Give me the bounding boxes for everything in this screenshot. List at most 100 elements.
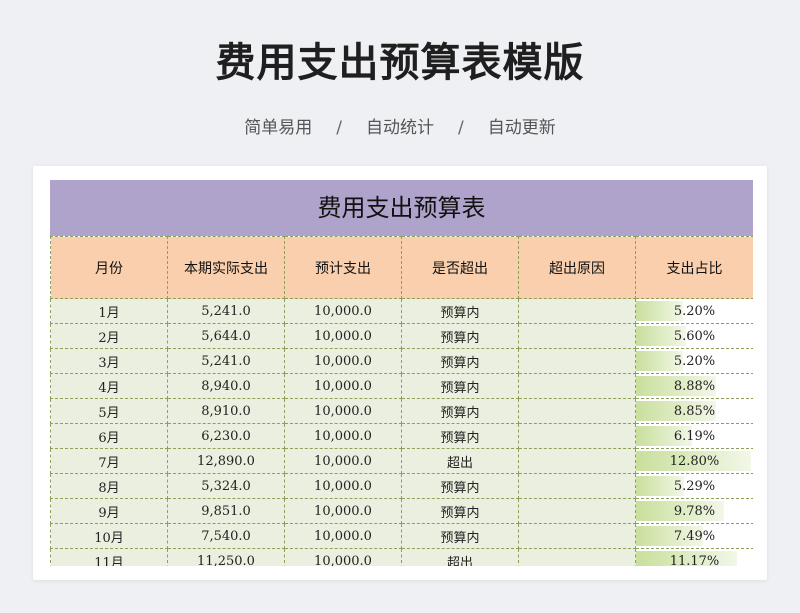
subtitle-item: 简单易用 xyxy=(244,118,313,138)
cell-budget[interactable]: 10,000.0 xyxy=(284,398,402,424)
cell-ratio[interactable]: 5.60% xyxy=(635,323,753,349)
data-bar xyxy=(636,401,716,421)
cell-reason[interactable] xyxy=(518,548,636,566)
cell-budget[interactable]: 10,000.0 xyxy=(284,473,402,499)
cell-actual[interactable]: 6,230.0 xyxy=(167,423,285,449)
data-bar xyxy=(636,301,683,321)
data-bar xyxy=(636,551,737,566)
header-reason[interactable]: 超出原因 xyxy=(518,236,636,299)
cell-budget[interactable]: 10,000.0 xyxy=(284,498,402,524)
cell-actual[interactable]: 11,250.0 xyxy=(167,548,285,566)
cell-reason[interactable] xyxy=(518,348,636,374)
cell-reason[interactable] xyxy=(518,323,636,349)
cell-status[interactable]: 预算内 xyxy=(401,473,519,499)
cell-ratio[interactable]: 7.49% xyxy=(635,523,753,549)
cell-reason[interactable] xyxy=(518,423,636,449)
ratio-label: 6.19% xyxy=(673,428,716,444)
cell-ratio[interactable]: 5.29% xyxy=(635,473,753,499)
table-row: 6月 6,230.0 10,000.0 预算内 6.19% xyxy=(50,423,753,449)
cell-actual[interactable]: 12,890.0 xyxy=(167,448,285,474)
cell-reason[interactable] xyxy=(518,298,636,324)
ratio-label: 7.49% xyxy=(673,528,716,544)
cell-actual[interactable]: 5,324.0 xyxy=(167,473,285,499)
header-row: 月份 本期实际支出 预计支出 是否超出 超出原因 支出占比 xyxy=(50,236,753,299)
cell-status[interactable]: 预算内 xyxy=(401,323,519,349)
table-row: 3月 5,241.0 10,000.0 预算内 5.20% xyxy=(50,348,753,374)
cell-reason[interactable] xyxy=(518,448,636,474)
cell-ratio[interactable]: 8.85% xyxy=(635,398,753,424)
table-row: 5月 8,910.0 10,000.0 预算内 8.85% xyxy=(50,398,753,424)
table-row: 1月 5,241.0 10,000.0 预算内 5.20% xyxy=(50,298,753,324)
cell-budget[interactable]: 10,000.0 xyxy=(284,373,402,399)
data-bar xyxy=(636,476,684,496)
cell-ratio[interactable]: 11.17% xyxy=(635,548,753,567)
cell-budget[interactable]: 10,000.0 xyxy=(284,448,402,474)
cell-ratio[interactable]: 9.78% xyxy=(635,498,753,524)
subtitle-separator: / xyxy=(458,118,464,138)
cell-reason[interactable] xyxy=(518,373,636,399)
ratio-label: 5.60% xyxy=(673,328,716,344)
cell-budget[interactable]: 10,000.0 xyxy=(284,348,402,374)
header-ratio[interactable]: 支出占比 xyxy=(635,236,753,299)
table-row: 2月 5,644.0 10,000.0 预算内 5.60% xyxy=(50,323,753,349)
cell-month[interactable]: 10月 xyxy=(50,523,168,549)
cell-month[interactable]: 3月 xyxy=(50,348,168,374)
cell-budget[interactable]: 10,000.0 xyxy=(284,298,402,324)
cell-ratio[interactable]: 8.88% xyxy=(635,373,753,399)
cell-ratio[interactable]: 12.80% xyxy=(635,448,753,474)
cell-ratio[interactable]: 5.20% xyxy=(635,348,753,374)
table-row: 8月 5,324.0 10,000.0 预算内 5.29% xyxy=(50,473,753,499)
cell-actual[interactable]: 8,940.0 xyxy=(167,373,285,399)
header-month[interactable]: 月份 xyxy=(50,236,168,299)
cell-budget[interactable]: 10,000.0 xyxy=(284,423,402,449)
cell-month[interactable]: 2月 xyxy=(50,323,168,349)
cell-status[interactable]: 超出 xyxy=(401,548,519,566)
ratio-label: 11.17% xyxy=(669,553,720,567)
cell-reason[interactable] xyxy=(518,473,636,499)
cell-month[interactable]: 6月 xyxy=(50,423,168,449)
cell-budget[interactable]: 10,000.0 xyxy=(284,323,402,349)
data-bar xyxy=(636,451,752,471)
subtitle: 简单易用 / 自动统计 / 自动更新 xyxy=(0,113,800,138)
cell-actual[interactable]: 5,241.0 xyxy=(167,348,285,374)
cell-status[interactable]: 预算内 xyxy=(401,298,519,324)
table-row: 11月 11,250.0 10,000.0 超出 11.17% xyxy=(50,548,753,567)
cell-month[interactable]: 9月 xyxy=(50,498,168,524)
ratio-label: 8.88% xyxy=(673,378,716,394)
cell-month[interactable]: 7月 xyxy=(50,448,168,474)
header-actual[interactable]: 本期实际支出 xyxy=(167,236,285,299)
header-budget[interactable]: 预计支出 xyxy=(284,236,402,299)
cell-ratio[interactable]: 5.20% xyxy=(635,298,753,324)
cell-status[interactable]: 预算内 xyxy=(401,523,519,549)
table-row: 4月 8,940.0 10,000.0 预算内 8.88% xyxy=(50,373,753,399)
cell-actual[interactable]: 7,540.0 xyxy=(167,523,285,549)
cell-month[interactable]: 8月 xyxy=(50,473,168,499)
subtitle-separator: / xyxy=(336,118,342,138)
cell-month[interactable]: 5月 xyxy=(50,398,168,424)
cell-budget[interactable]: 10,000.0 xyxy=(284,523,402,549)
cell-month[interactable]: 4月 xyxy=(50,373,168,399)
cell-reason[interactable] xyxy=(518,523,636,549)
header-status[interactable]: 是否超出 xyxy=(401,236,519,299)
cell-budget[interactable]: 10,000.0 xyxy=(284,548,402,566)
cell-status[interactable]: 预算内 xyxy=(401,398,519,424)
cell-month[interactable]: 1月 xyxy=(50,298,168,324)
cell-status[interactable]: 预算内 xyxy=(401,373,519,399)
cell-status[interactable]: 预算内 xyxy=(401,348,519,374)
cell-reason[interactable] xyxy=(518,398,636,424)
cell-actual[interactable]: 5,644.0 xyxy=(167,323,285,349)
cell-actual[interactable]: 9,851.0 xyxy=(167,498,285,524)
cell-status[interactable]: 预算内 xyxy=(401,498,519,524)
ratio-label: 12.80% xyxy=(669,453,720,469)
cell-actual[interactable]: 5,241.0 xyxy=(167,298,285,324)
ratio-label: 9.78% xyxy=(673,503,716,519)
cell-actual[interactable]: 8,910.0 xyxy=(167,398,285,424)
cell-status[interactable]: 预算内 xyxy=(401,423,519,449)
cell-reason[interactable] xyxy=(518,498,636,524)
cell-month[interactable]: 11月 xyxy=(50,548,168,566)
cell-status[interactable]: 超出 xyxy=(401,448,519,474)
ratio-label: 8.85% xyxy=(673,403,716,419)
data-bar xyxy=(636,351,683,371)
cell-ratio[interactable]: 6.19% xyxy=(635,423,753,449)
page-title: 费用支出预算表模版 xyxy=(215,40,585,86)
